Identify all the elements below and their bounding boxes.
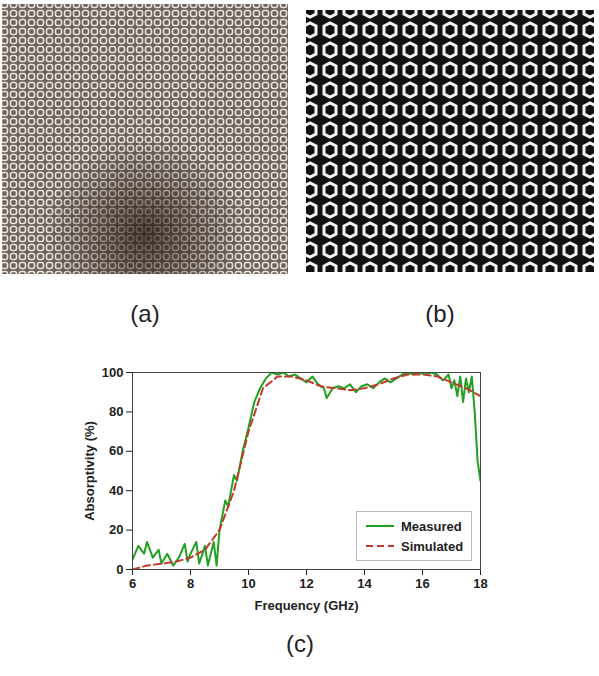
- html-text:Measured: Measured: [401, 518, 462, 534]
- svg-text:60: 60: [109, 443, 123, 458]
- svg-text:18: 18: [473, 576, 487, 591]
- svg-text:40: 40: [109, 483, 123, 498]
- svg-text:16: 16: [415, 576, 429, 591]
- svg-text:14: 14: [357, 576, 372, 591]
- svg-text:12: 12: [299, 576, 313, 591]
- svg-text:80: 80: [109, 404, 123, 419]
- html-text:(c): (c): [286, 630, 314, 657]
- svg-text:Frequency (GHz): Frequency (GHz): [254, 598, 358, 613]
- html-text:(a): (a): [130, 300, 160, 327]
- html-text:Simulated: Simulated: [401, 538, 464, 554]
- html-text:(b): (b): [425, 300, 455, 327]
- svg-text:6: 6: [129, 576, 136, 591]
- svg-text:10: 10: [241, 576, 255, 591]
- svg-text:100: 100: [102, 365, 124, 380]
- svg-text:0: 0: [116, 562, 123, 577]
- svg-text:8: 8: [187, 576, 194, 591]
- svg-text:20: 20: [109, 522, 123, 537]
- svg-text:Absorptivity (%): Absorptivity (%): [82, 421, 97, 521]
